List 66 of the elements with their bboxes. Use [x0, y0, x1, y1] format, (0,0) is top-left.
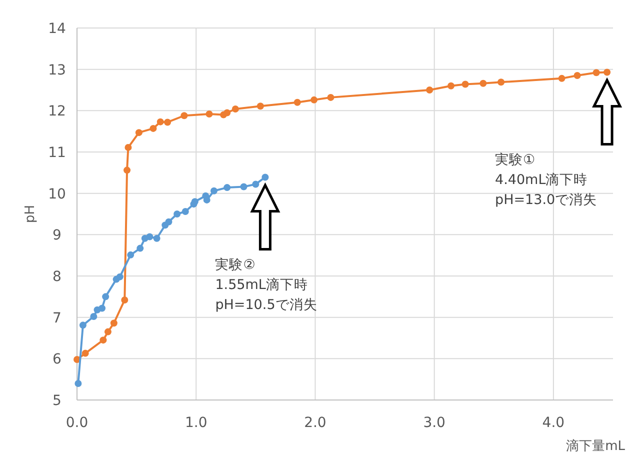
point	[232, 106, 239, 113]
point	[240, 183, 248, 190]
y-tick-label: 6	[52, 352, 62, 368]
x-tick-label: 0.0	[66, 415, 88, 431]
point	[102, 293, 110, 300]
point	[135, 129, 142, 136]
point	[156, 118, 164, 126]
y-tick-label: 9	[52, 228, 62, 244]
point	[104, 328, 112, 336]
point	[150, 124, 157, 132]
point	[98, 304, 106, 312]
x-tick-label: 1.0	[184, 415, 208, 431]
annotation: 実験① 4.40mL滴下時 pH=13.0で消失	[495, 152, 598, 208]
y-tick-label: 10	[48, 186, 66, 202]
point	[604, 68, 611, 76]
point	[252, 180, 260, 188]
point	[136, 244, 144, 252]
point	[153, 234, 160, 242]
point	[574, 72, 581, 80]
y-tick-label: 5	[52, 393, 62, 409]
point	[327, 94, 334, 101]
point	[558, 74, 566, 82]
point	[294, 98, 301, 106]
y-tick-label: 11	[48, 145, 66, 161]
point	[498, 78, 505, 86]
x-tick-label: 4.0	[542, 415, 565, 431]
point	[127, 251, 134, 258]
point	[480, 80, 487, 87]
point	[180, 112, 188, 120]
point	[165, 218, 172, 226]
point	[74, 380, 82, 387]
x-tick-label: 3.0	[423, 415, 446, 431]
point	[100, 336, 107, 344]
point	[426, 86, 434, 94]
y-tick-label: 7	[52, 310, 62, 326]
point	[116, 273, 124, 280]
point	[256, 102, 264, 110]
point	[174, 210, 181, 218]
point	[164, 118, 172, 126]
point	[224, 109, 231, 116]
y-tick-label: 8	[52, 269, 62, 285]
point	[210, 187, 218, 194]
point	[262, 174, 269, 181]
point	[124, 166, 131, 174]
point	[124, 144, 132, 151]
x-tick-label: 2.0	[304, 415, 326, 431]
point	[146, 233, 154, 240]
point	[121, 296, 128, 304]
y-tick-label: 14	[48, 21, 66, 37]
y-axis-title: pH	[23, 204, 38, 224]
point	[224, 184, 231, 192]
point	[462, 80, 469, 88]
point	[82, 350, 89, 357]
point	[310, 96, 318, 104]
point	[206, 110, 213, 118]
point	[448, 82, 455, 90]
point	[191, 198, 198, 206]
point	[79, 322, 86, 329]
annotation: 実験② 1.55mL滴下時 pH=10.5で消失	[215, 257, 318, 314]
point	[110, 320, 118, 327]
y-tick-label: 12	[48, 104, 66, 120]
x-axis-title: 滴下量mL	[566, 439, 626, 454]
point	[592, 69, 600, 76]
y-tick-label: 13	[48, 62, 66, 78]
point	[90, 313, 98, 320]
point	[182, 208, 189, 216]
